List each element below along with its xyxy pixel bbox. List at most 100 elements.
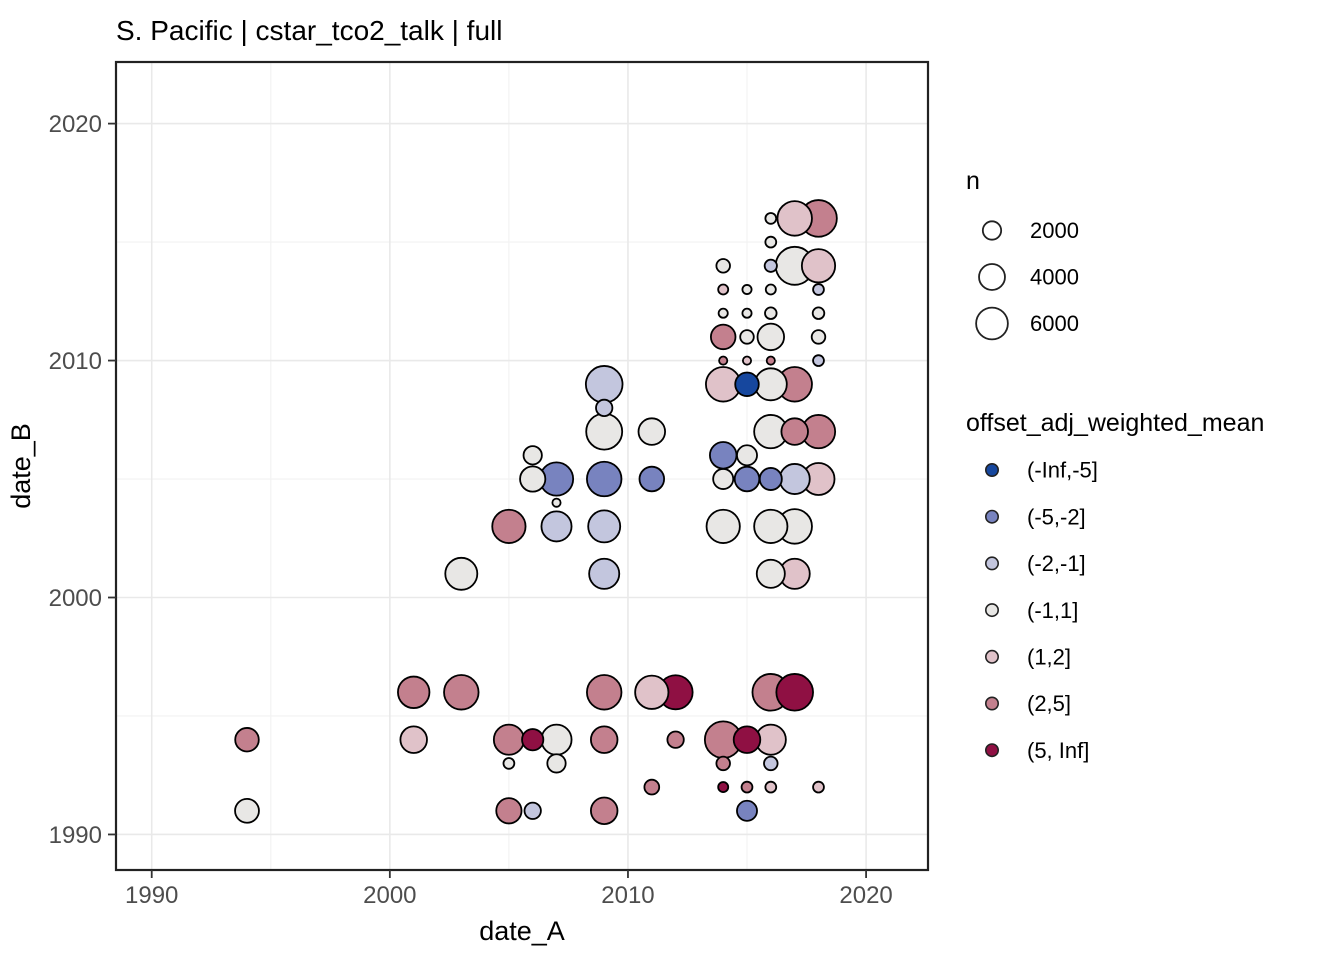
y-tick-label: 1990 <box>49 822 102 849</box>
data-point <box>587 509 622 544</box>
data-point <box>586 460 623 498</box>
data-point <box>756 322 785 352</box>
data-point <box>717 283 730 296</box>
size-legend-label: 6000 <box>1030 311 1079 336</box>
data-point <box>741 307 753 319</box>
size-legend-label: 2000 <box>1030 218 1079 243</box>
data-point <box>763 258 778 273</box>
data-point <box>763 755 779 772</box>
data-point <box>666 730 685 749</box>
y-tick-label: 2020 <box>49 111 102 138</box>
data-point <box>812 780 825 794</box>
data-point <box>522 445 543 466</box>
legend-layer: 2000 4000 6000 (-Inf,-5] (-5,-2] (-2,-1] (-1,1… <box>975 218 1098 763</box>
x-tick-label: 2020 <box>839 882 892 909</box>
color-legend-label: (5, Inf] <box>1027 738 1089 763</box>
data-point <box>710 323 737 351</box>
color-legend-swatch <box>984 509 999 524</box>
color-legend-label: (-Inf,-5] <box>1027 458 1098 483</box>
color-legend-swatch <box>984 462 999 477</box>
data-point <box>638 465 666 493</box>
data-point <box>778 463 811 495</box>
data-point <box>718 355 729 366</box>
data-point <box>595 398 614 417</box>
y-tick-label: 2000 <box>49 585 102 612</box>
size-legend-swatch <box>981 220 1003 241</box>
plot-panel-layer: 1990 2000 2010 2020 1990 2000 2010 2020 <box>49 60 930 909</box>
color-legend-label: (2,5] <box>1027 691 1071 716</box>
data-point <box>709 441 738 470</box>
data-point <box>736 799 758 822</box>
data-point <box>588 557 621 590</box>
data-point <box>715 258 731 274</box>
data-point <box>734 371 760 397</box>
x-axis-title: date_A <box>479 916 565 946</box>
panel-border <box>114 60 930 872</box>
data-point <box>812 354 825 367</box>
data-point <box>523 801 542 820</box>
data-point <box>775 673 814 712</box>
data-point <box>739 329 755 345</box>
data-point <box>705 508 741 544</box>
data-point <box>551 497 562 508</box>
data-point <box>234 727 260 753</box>
data-point <box>764 235 778 249</box>
data-point <box>780 417 809 446</box>
data-point <box>811 306 826 320</box>
size-legend-swatch <box>975 306 1009 341</box>
data-point <box>540 723 573 756</box>
color-legend-swatch <box>984 743 999 758</box>
data-point <box>732 725 762 754</box>
data-point <box>717 781 730 794</box>
data-point <box>495 797 523 825</box>
color-legend-swatch <box>984 696 999 711</box>
color-legend-swatch <box>984 556 999 571</box>
color-legend-swatch <box>984 649 999 664</box>
data-point <box>546 753 567 774</box>
color-legend-label: (-5,-2] <box>1027 504 1086 529</box>
data-point <box>755 558 786 589</box>
data-point <box>812 283 825 296</box>
data-point <box>234 797 260 824</box>
data-point <box>491 508 527 544</box>
color-legend-swatch <box>984 603 999 618</box>
data-point <box>733 465 761 493</box>
data-point <box>637 417 666 446</box>
data-point <box>586 674 623 711</box>
data-point <box>764 306 778 320</box>
data-point <box>715 755 731 772</box>
data-point <box>800 248 837 284</box>
data-point <box>399 725 428 754</box>
data-point <box>717 307 729 319</box>
data-point <box>712 468 735 490</box>
chart-title: S. Pacific | cstar_tco2_talk | full <box>116 15 502 46</box>
data-point <box>502 757 516 770</box>
y-axis-title: date_B <box>6 423 36 509</box>
data-point <box>758 467 783 491</box>
y-tick-label: 2010 <box>49 348 102 375</box>
size-legend-label: 4000 <box>1030 265 1079 290</box>
data-point <box>765 355 776 366</box>
data-point <box>584 365 624 404</box>
data-point <box>590 796 619 825</box>
color-legend-title: offset_adj_weighted_mean <box>966 409 1264 437</box>
data-point <box>764 283 777 296</box>
color-legend-label: (-2,-1] <box>1027 551 1086 576</box>
x-tick-label: 2000 <box>363 882 416 909</box>
x-tick-label: 2010 <box>601 882 654 909</box>
data-point <box>492 723 525 756</box>
data-point <box>590 725 619 754</box>
data-point <box>443 674 480 711</box>
data-point <box>764 212 778 225</box>
data-point <box>444 556 479 591</box>
size-legend-swatch <box>978 263 1006 291</box>
data-point <box>397 675 431 709</box>
color-legend-label: (-1,1] <box>1027 598 1078 623</box>
data-point <box>519 465 547 493</box>
data-point <box>740 780 754 794</box>
size-legend-title: n <box>966 167 980 195</box>
data-point <box>585 412 624 451</box>
color-legend-label: (1,2] <box>1027 645 1071 670</box>
